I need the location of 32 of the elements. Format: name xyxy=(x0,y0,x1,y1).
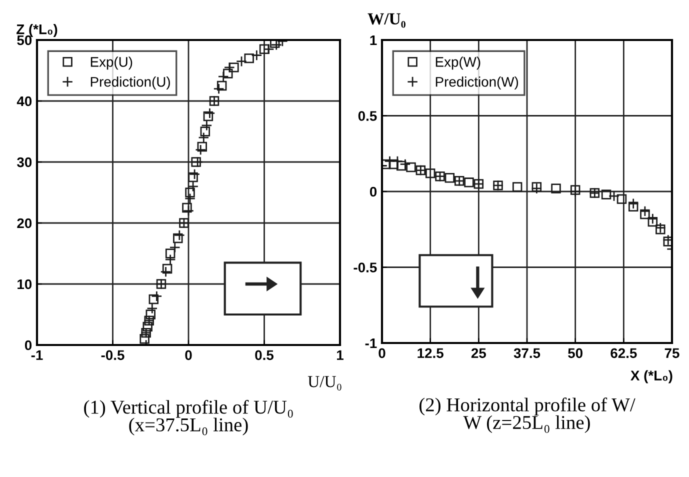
y-tick-label: 30 xyxy=(17,157,32,168)
text: (2) Horizontal profile of W/ W (z=25L₀ line) xyxy=(420,398,636,434)
x-tick-label: 50 xyxy=(568,348,582,358)
x-tick-label: 0 xyxy=(378,348,386,358)
x-tick-label: 37.5 xyxy=(514,348,540,358)
y-tick-label: -0.5 xyxy=(354,262,377,272)
x-tick-label: 75 xyxy=(664,348,680,358)
x-tick-label: -1 xyxy=(31,350,43,360)
x-tick-label: 12.5 xyxy=(418,348,444,358)
x-axis-title: U/U₀ xyxy=(308,376,342,391)
x-tick-label: 0 xyxy=(185,350,192,360)
legend-label: Prediction(W) xyxy=(436,76,518,90)
legend-label: Exp(U) xyxy=(90,56,132,70)
y-tick-label: 50 xyxy=(17,35,32,46)
x-tick-label: -0.5 xyxy=(101,350,124,360)
y-tick-label: -1 xyxy=(365,338,377,348)
text: (1) Vertical profile of U/U₀ (x=37.5L₀ line) xyxy=(84,400,293,436)
x-tick-label: 0.5 xyxy=(255,350,274,360)
y-tick-label: 0.5 xyxy=(358,111,377,121)
x-tick-label: 25 xyxy=(471,348,486,358)
y-tick-label: 10 xyxy=(18,279,32,290)
x-tick-label: 62.5 xyxy=(610,348,637,358)
y-tick-label: 0 xyxy=(24,340,32,350)
y-axis-title: W/U₀ xyxy=(368,13,406,28)
y-tick-label: 1 xyxy=(370,35,377,46)
legend-label: Prediction(U) xyxy=(90,76,170,90)
legend-label: Exp(W) xyxy=(436,56,480,70)
x-tick-label: 1 xyxy=(337,350,344,360)
y-tick-label: 0 xyxy=(370,186,377,197)
y-tick-label: 20 xyxy=(17,218,32,228)
x-axis-title: X (*L₀) xyxy=(630,370,672,384)
y-tick-label: 40 xyxy=(16,96,32,106)
